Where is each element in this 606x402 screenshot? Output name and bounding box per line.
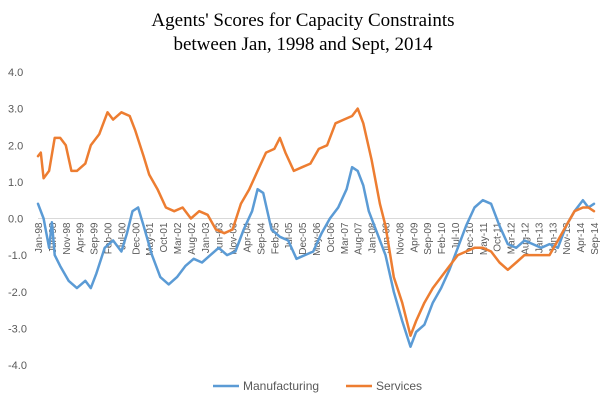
x-tick-label: Jul-00	[117, 222, 128, 250]
x-tick-label: May-01	[145, 222, 156, 256]
x-tick-label: Nov-98	[62, 222, 73, 255]
legend-label-manufacturing: Manufacturing	[243, 379, 319, 393]
x-tick-label: Jun-13	[548, 222, 559, 253]
x-tick-label: Sep-14	[590, 222, 601, 255]
y-tick-label: 1.0	[8, 177, 23, 189]
x-tick-label: Mar-07	[340, 222, 351, 254]
x-tick-label: Jan-03	[201, 222, 212, 253]
legend-label-services: Services	[376, 379, 422, 393]
x-tick-label: Mar-02	[173, 222, 184, 254]
x-tick-label: Feb-00	[104, 222, 115, 254]
x-tick-label: Jan-08	[368, 222, 379, 253]
x-tick-label: Dec-05	[298, 222, 309, 255]
chart-subtitle: between Jan, 1998 and Sept, 2014	[173, 34, 433, 55]
x-tick-label: Aug-07	[354, 222, 365, 255]
x-tick-label: Jun-03	[215, 222, 226, 253]
x-tick-label: Apr-99	[76, 222, 87, 252]
x-tick-label: Oct-11	[493, 222, 504, 252]
y-tick-label: -2.0	[8, 287, 27, 299]
x-tick-label: Feb-05	[270, 222, 281, 254]
series-line-manufacturing	[36, 165, 596, 348]
x-tick-label: Mar-12	[507, 222, 518, 254]
y-tick-label: -1.0	[8, 250, 27, 262]
x-tick-label: Dec-10	[465, 222, 476, 255]
x-tick-label: Apr-09	[409, 222, 420, 252]
x-tick-label: Sep-99	[90, 222, 101, 255]
x-tick-label: Apr-14	[576, 222, 587, 252]
x-tick-label: Feb-10	[437, 222, 448, 254]
x-tick-label: Sep-04	[256, 222, 267, 255]
y-tick-label: 2.0	[8, 140, 23, 152]
x-tick-label: Nov-13	[562, 222, 573, 255]
y-tick-label: 0.0	[8, 214, 23, 226]
x-tick-label: Jan-13	[534, 222, 545, 253]
x-tick-label: May-06	[312, 222, 323, 256]
y-tick-label: -3.0	[8, 323, 27, 335]
x-tick-label: Sep-09	[423, 222, 434, 255]
x-tick-label: Dec-00	[131, 222, 142, 255]
x-tick-label: Nov-08	[395, 222, 406, 255]
x-tick-label: Aug-02	[187, 222, 198, 255]
series-line-services	[36, 107, 596, 337]
y-tick-label: 3.0	[8, 104, 23, 116]
x-tick-label: Jul-05	[284, 222, 295, 250]
x-tick-label: Nov-03	[229, 222, 240, 255]
x-tick-label: Jan-98	[34, 222, 45, 253]
x-tick-label: Apr-04	[243, 222, 254, 252]
x-tick-label: Jul-10	[451, 222, 462, 250]
y-tick-label: -4.0	[8, 360, 27, 372]
x-tick-label: Aug-12	[521, 222, 532, 255]
x-tick-label: Oct-01	[159, 222, 170, 252]
x-tick-label: May-11	[479, 222, 490, 255]
x-tick-label: Oct-06	[326, 222, 337, 252]
chart-title: Agents' Scores for Capacity Constraints	[151, 10, 455, 31]
y-tick-label: 4.0	[8, 67, 23, 79]
